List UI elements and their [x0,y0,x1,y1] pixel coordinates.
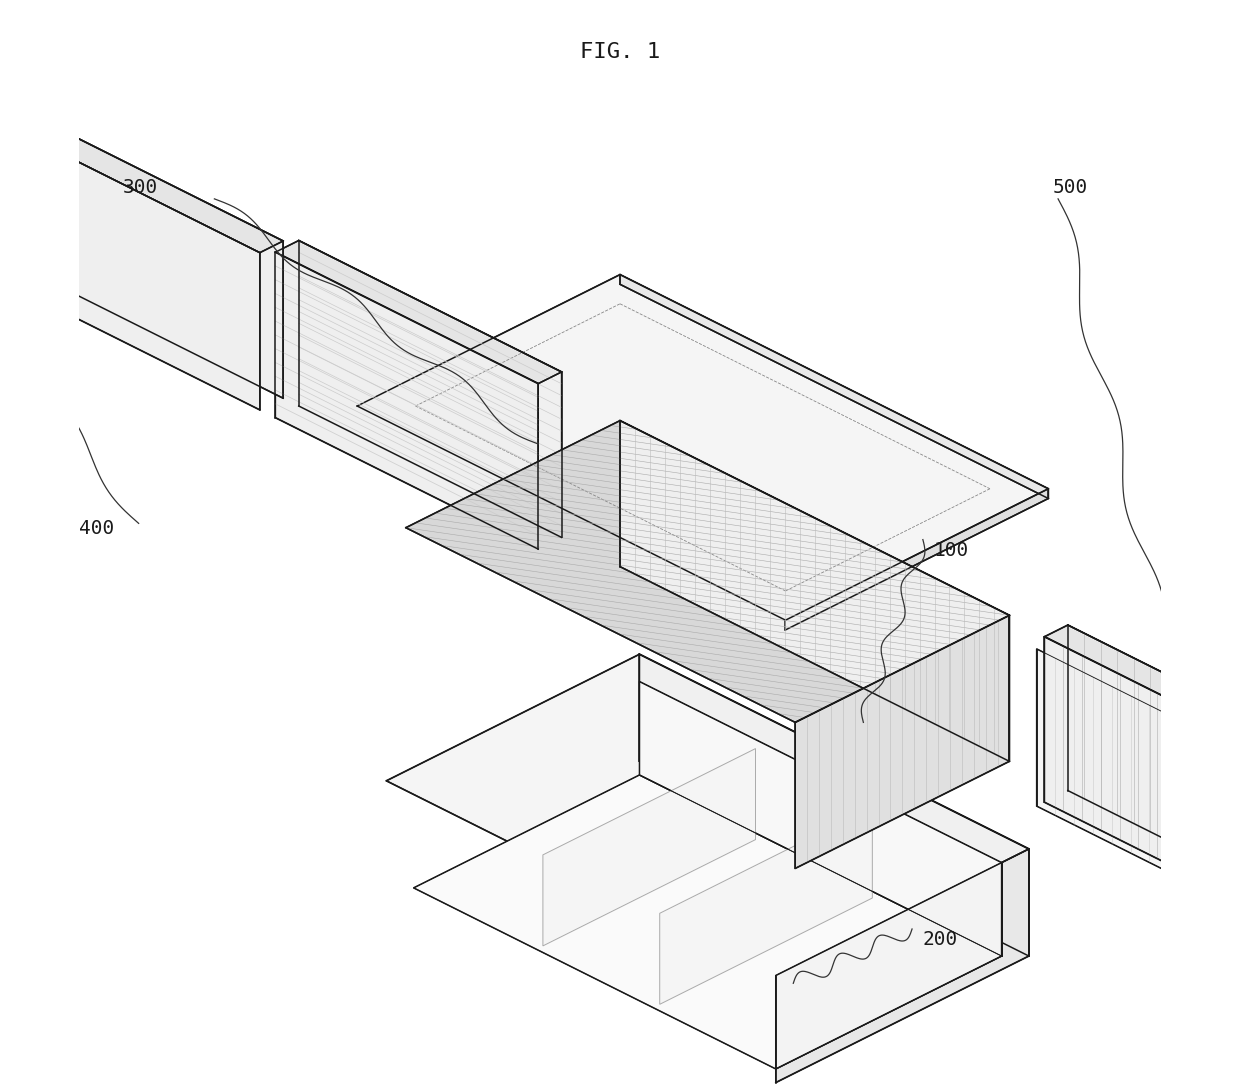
Polygon shape [414,775,1002,1069]
Polygon shape [543,749,755,946]
Polygon shape [620,275,1048,498]
Polygon shape [405,421,1009,723]
Polygon shape [0,121,260,410]
Text: 100: 100 [934,541,968,560]
Polygon shape [795,616,1009,869]
Polygon shape [275,252,538,549]
Text: 300: 300 [123,179,157,197]
Polygon shape [620,421,1009,761]
Polygon shape [0,110,283,253]
Polygon shape [660,807,872,1004]
Text: 500: 500 [1053,179,1087,197]
Polygon shape [275,241,562,384]
Polygon shape [299,241,562,537]
Polygon shape [387,654,1029,976]
Polygon shape [640,654,1029,956]
Polygon shape [785,488,1048,630]
Text: 400: 400 [79,519,114,538]
Polygon shape [640,681,1002,956]
Polygon shape [776,862,1002,1069]
Polygon shape [1044,637,1240,934]
Text: 200: 200 [923,930,959,949]
Polygon shape [1068,625,1240,922]
Polygon shape [776,849,1029,1082]
Polygon shape [1037,649,1240,937]
Polygon shape [20,110,283,398]
Polygon shape [357,275,1048,620]
Polygon shape [1044,625,1240,768]
Text: FIG. 1: FIG. 1 [580,43,660,62]
